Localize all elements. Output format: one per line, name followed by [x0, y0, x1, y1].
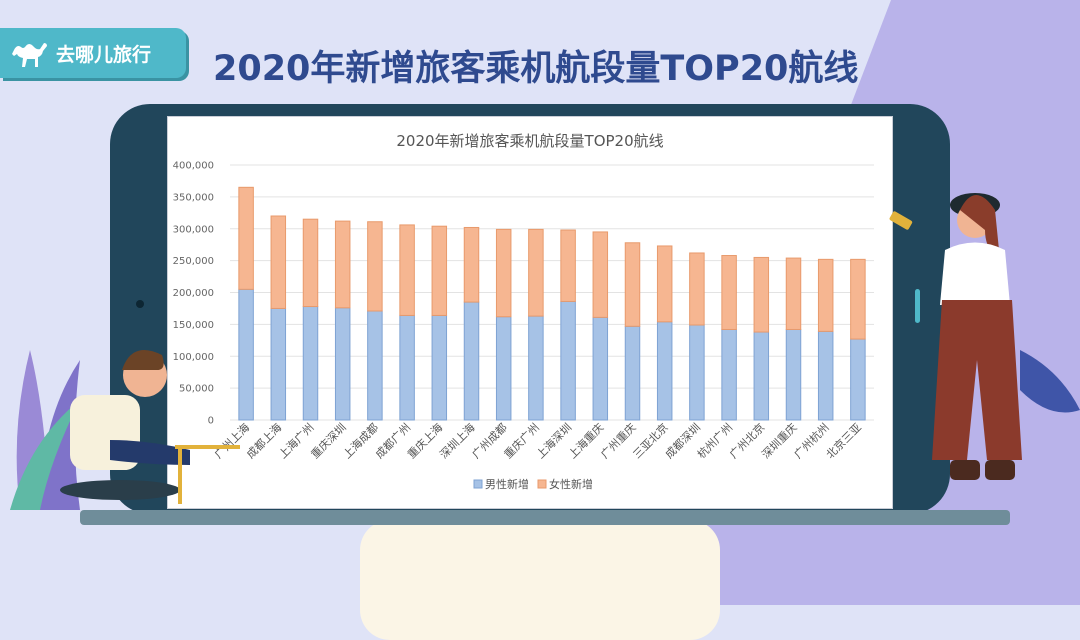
y-tick-label: 200,000: [173, 288, 214, 299]
y-tick-label: 100,000: [173, 352, 214, 363]
bar-male: [334, 307, 351, 421]
bar-female: [817, 258, 834, 332]
brand-logo: 去哪儿旅行: [0, 28, 186, 78]
bar-male: [592, 316, 609, 421]
bar-female: [399, 224, 415, 316]
legend-swatch: [473, 479, 483, 489]
bar-female: [495, 228, 512, 318]
chart-screen: 2020年新增旅客乘机航段量TOP20航线 0 50,000 100,000 150,…: [167, 116, 893, 509]
bar-male: [721, 328, 737, 421]
bar-female: [302, 218, 319, 308]
bar-male: [431, 314, 448, 421]
background-shape-bottom: [360, 520, 720, 640]
bar-male: [463, 301, 480, 421]
bar-female: [334, 220, 351, 309]
bar-female: [463, 226, 480, 303]
bar-male: [817, 330, 834, 421]
bar-female: [431, 225, 448, 316]
bar-male: [624, 325, 641, 421]
bar-female: [753, 256, 770, 333]
y-tick-label: 400,000: [173, 161, 214, 172]
bar-male: [753, 331, 770, 421]
tablet-side-button: [915, 289, 920, 323]
bar-female: [367, 221, 383, 312]
woman-with-phone-illustration: [889, 193, 1080, 480]
bar-female: [721, 255, 737, 330]
legend-label: 女性新增: [549, 477, 593, 491]
bar-female: [624, 242, 641, 327]
y-tick-label: 150,000: [173, 320, 214, 331]
y-tick-label: 250,000: [173, 256, 214, 267]
bar-female: [560, 229, 576, 302]
logo-text: 去哪儿旅行: [56, 43, 152, 66]
bar-female: [689, 252, 705, 326]
desk-bar: [80, 510, 1010, 525]
bar-female: [270, 215, 287, 309]
bar-female: [785, 257, 802, 330]
bar-male: [302, 306, 319, 421]
stacked-bar-chart: 2020年新增旅客乘机航段量TOP20航线 0 50,000 100,000 150,…: [173, 132, 874, 491]
bar-female: [850, 258, 866, 340]
legend-swatch: [537, 479, 547, 489]
bar-male: [270, 307, 287, 421]
y-tick-label: 50,000: [179, 384, 214, 395]
bar-male: [238, 288, 254, 421]
bar-male: [850, 338, 866, 421]
bar-male: [399, 314, 415, 421]
bar-male: [785, 328, 802, 421]
chart-title: 2020年新增旅客乘机航段量TOP20航线: [396, 132, 663, 150]
y-tick-label: 350,000: [173, 192, 214, 203]
x-category-label: 北京三亚: [823, 420, 864, 461]
camel-icon: [12, 43, 47, 67]
y-tick-label: 300,000: [173, 224, 214, 235]
bar-female: [238, 186, 254, 290]
y-tick-label: 0: [208, 416, 214, 427]
bar-female: [656, 245, 673, 323]
man-with-laptop-illustration: [10, 350, 240, 510]
bar-male: [528, 315, 544, 421]
bar-female: [528, 228, 544, 317]
tablet-camera: [136, 300, 144, 308]
bar-male: [656, 321, 673, 421]
bar-male: [689, 324, 705, 421]
bar-male: [560, 300, 576, 421]
bar-male: [367, 310, 383, 421]
page-title: 2020年新增旅客乘机航段量TOP20航线: [213, 49, 859, 89]
legend-label: 男性新增: [485, 477, 529, 491]
bar-female: [592, 231, 609, 318]
bar-male: [495, 316, 512, 421]
